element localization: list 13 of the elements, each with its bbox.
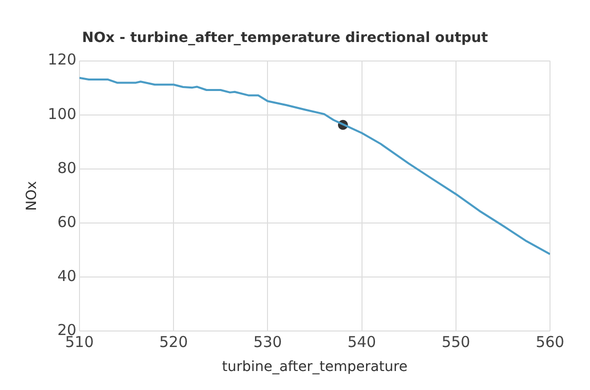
y-axis-title: NOx [24,181,40,211]
y-tick-label: 40 [57,267,76,286]
x-tick-label: 520 [159,333,188,352]
y-tick-label: 120 [48,50,76,69]
x-tick-label: 560 [536,333,564,352]
x-tick-label: 530 [253,333,282,352]
x-tick-label: 550 [442,333,470,352]
chart-title: NOx - turbine_after_temperature directional output [82,30,488,46]
y-tick-label: 100 [48,104,76,123]
y-tick-label: 60 [57,212,76,231]
x-axis-title: turbine_after_temperature [222,359,408,376]
y-tick-label: 80 [57,158,76,177]
x-tick-label: 540 [347,333,376,352]
